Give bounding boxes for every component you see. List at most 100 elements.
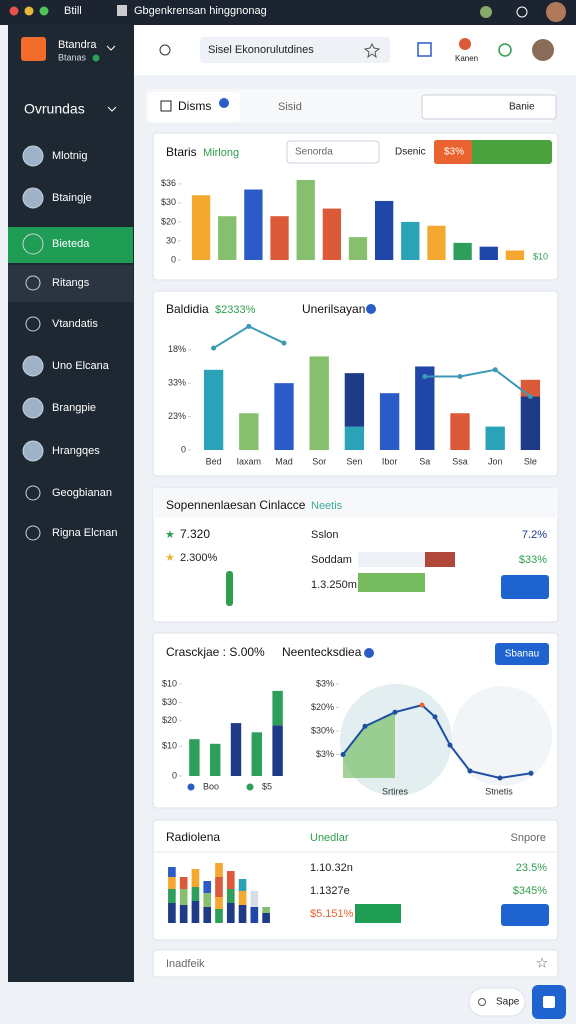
nav-item[interactable]: Mlotnig	[52, 150, 87, 162]
nav-item[interactable]: Vtandatis	[52, 318, 98, 330]
button-text: Sbanau	[505, 649, 539, 660]
bar	[344, 373, 365, 427]
panel-tag: Neetis	[311, 500, 343, 512]
y-tick-label: $30	[161, 197, 176, 207]
select[interactable]	[421, 94, 557, 120]
button[interactable]	[501, 575, 549, 599]
nav-item[interactable]: Ritangs	[52, 277, 90, 289]
bar	[191, 195, 211, 260]
row-value: 7.2%	[522, 529, 547, 541]
logo	[21, 37, 46, 61]
bar	[244, 189, 263, 260]
indicator	[226, 571, 233, 606]
footer-text: Inadfeik	[166, 958, 205, 970]
legend-dot	[246, 783, 254, 791]
bar	[238, 891, 247, 905]
nav-item[interactable]: Brangpie	[52, 402, 96, 414]
col-head: Unedlar	[310, 832, 349, 844]
bar-fill	[425, 552, 455, 567]
nav-item[interactable]: Hrangqes	[52, 445, 100, 457]
bar-fill	[358, 573, 425, 592]
chip-text: Sape	[496, 997, 520, 1008]
bar	[296, 180, 315, 260]
row-label: Sslon	[311, 529, 339, 541]
bar	[322, 208, 341, 260]
user-name: Kanen	[455, 54, 478, 63]
panel-badge: $2333%	[215, 304, 256, 316]
line-dot	[467, 768, 473, 774]
bar	[226, 871, 235, 889]
min-dot[interactable]	[24, 6, 34, 16]
bar	[272, 690, 283, 726]
ext-icon[interactable]	[480, 6, 492, 18]
nav-item[interactable]: Btaingje	[52, 192, 92, 204]
nav-icon	[22, 233, 44, 255]
input-text: Senorda	[295, 147, 333, 158]
avatar[interactable]	[546, 2, 566, 22]
bar	[250, 907, 259, 923]
max-dot[interactable]	[39, 6, 49, 16]
bar	[453, 242, 472, 260]
bar	[505, 250, 525, 260]
legend-dot	[187, 783, 195, 791]
line-dot	[432, 714, 438, 720]
chevron[interactable]	[106, 45, 116, 51]
input[interactable]	[286, 140, 380, 164]
button[interactable]	[501, 904, 549, 926]
row-value: 23.5%	[516, 862, 547, 874]
chat-icon[interactable]	[516, 6, 528, 18]
nav-icon	[22, 355, 44, 377]
star-icon[interactable]: ☆	[536, 955, 549, 971]
close-dot[interactable]	[9, 6, 19, 16]
y-tick-label: 0	[172, 770, 177, 780]
brand-sub: Btanas	[58, 52, 87, 62]
bar	[401, 221, 420, 260]
avatar[interactable]	[532, 39, 554, 61]
panel-title: Radiolena	[166, 830, 220, 844]
row-value: $33%	[519, 554, 547, 566]
tab-title[interactable]: Gbgenkrensan hinggnonag	[134, 5, 267, 17]
bar	[344, 426, 365, 450]
notif-icon[interactable]	[459, 38, 471, 50]
x-tick-label: Sa	[419, 456, 430, 466]
nav-item[interactable]: Geogbianan	[52, 487, 112, 499]
panel-title: Btaris	[166, 145, 197, 159]
nav-item[interactable]: Bieteda	[52, 238, 90, 250]
legend-label: $5	[262, 781, 272, 791]
sync-icon[interactable]	[498, 43, 512, 57]
search-icon[interactable]	[159, 44, 171, 56]
button[interactable]	[495, 643, 549, 665]
y-tick-label: 23%	[168, 411, 186, 421]
tab-active[interactable]	[148, 92, 240, 122]
bar	[250, 891, 259, 907]
bar	[226, 903, 235, 923]
chevron[interactable]	[107, 106, 117, 112]
bar	[215, 909, 223, 923]
bar	[203, 881, 212, 893]
info-icon[interactable]	[366, 304, 376, 314]
line-dot	[528, 770, 534, 776]
calendar-icon[interactable]	[417, 42, 432, 57]
nav-icon	[25, 316, 41, 332]
bar	[251, 732, 262, 776]
bar	[520, 396, 541, 450]
bar	[262, 907, 270, 913]
line-dot	[497, 775, 503, 781]
search-box[interactable]	[200, 37, 390, 63]
bar	[427, 225, 446, 260]
panel-title: Crasckjae : S.00%	[166, 645, 265, 659]
info-icon[interactable]	[364, 648, 374, 658]
bar	[168, 867, 176, 877]
bar	[272, 725, 283, 776]
bar	[215, 863, 223, 877]
panel-title: Baldidia	[166, 302, 209, 316]
line-dot	[447, 742, 453, 748]
tab-label[interactable]: Sisid	[278, 101, 302, 113]
bar	[230, 723, 242, 776]
chip[interactable]	[468, 987, 526, 1017]
nav-item[interactable]: Rigna Elcnan	[52, 527, 117, 539]
progress-pill-part	[434, 140, 472, 164]
nav-item[interactable]: Uno Elcana	[52, 360, 110, 372]
bar	[215, 897, 223, 909]
star-icon[interactable]	[363, 42, 381, 59]
